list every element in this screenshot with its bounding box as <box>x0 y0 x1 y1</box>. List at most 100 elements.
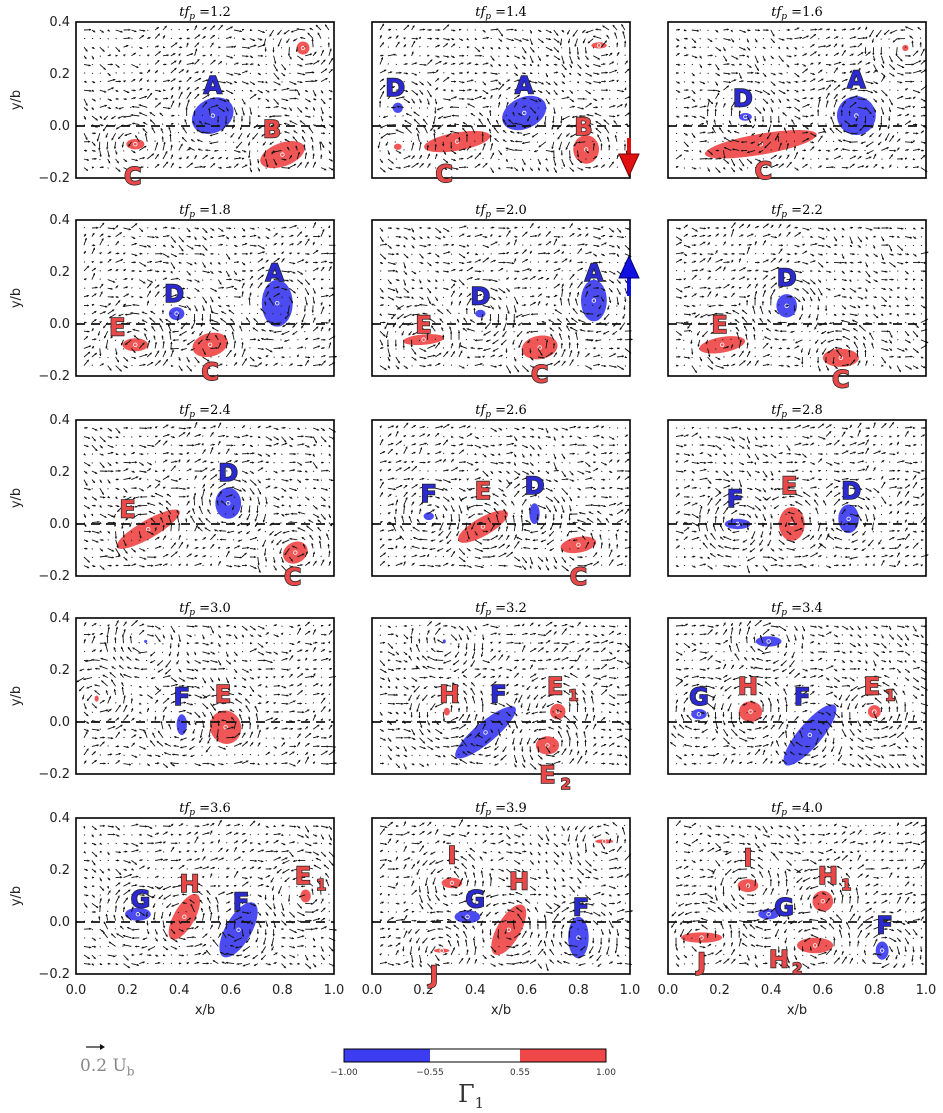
velocity-vector <box>211 327 219 332</box>
velocity-vector <box>862 530 866 536</box>
velocity-vector <box>857 422 862 429</box>
velocity-vector <box>305 80 314 83</box>
velocity-vector <box>842 139 850 143</box>
velocity-vector <box>320 355 326 358</box>
velocity-vector <box>435 55 440 58</box>
velocity-vector <box>889 321 893 324</box>
velocity-vector <box>683 224 688 229</box>
velocity-vector <box>675 545 680 549</box>
velocity-vector <box>506 365 512 374</box>
velocity-vector <box>466 260 472 264</box>
velocity-vector <box>320 89 324 94</box>
velocity-vector <box>746 565 750 574</box>
velocity-vector <box>683 521 688 524</box>
velocity-vector <box>498 354 503 358</box>
velocity-vector <box>825 565 832 569</box>
velocity-vector <box>123 286 129 289</box>
velocity-vector <box>731 285 735 289</box>
velocity-vector <box>453 123 460 126</box>
velocity-vector <box>265 355 269 358</box>
velocity-vector <box>233 244 238 248</box>
velocity-vector <box>434 153 438 160</box>
velocity-vector <box>825 279 828 281</box>
velocity-vector <box>257 338 261 342</box>
velocity-vector <box>419 447 423 454</box>
velocity-vector <box>474 163 481 168</box>
velocity-vector <box>730 228 735 237</box>
velocity-vector <box>802 250 808 255</box>
velocity-vector <box>146 352 152 358</box>
velocity-vector <box>320 346 325 350</box>
velocity-vector <box>888 461 891 463</box>
velocity-vector <box>233 361 238 366</box>
velocity-vector <box>403 24 410 31</box>
velocity-vector <box>162 350 167 358</box>
velocity-vector <box>881 459 885 463</box>
velocity-vector <box>585 470 591 474</box>
velocity-vector <box>881 72 886 78</box>
velocity-vector <box>506 551 514 558</box>
velocity-vector <box>410 509 414 515</box>
velocity-vector <box>553 453 557 460</box>
velocity-vector <box>522 277 528 281</box>
velocity-vector <box>853 335 859 341</box>
velocity-vector <box>131 105 140 108</box>
velocity-vector <box>691 29 700 32</box>
velocity-vector <box>707 435 711 438</box>
velocity-vector <box>849 270 854 273</box>
velocity-vector <box>379 520 383 524</box>
velocity-vector <box>162 535 167 541</box>
velocity-vector <box>146 279 154 283</box>
velocity-vector <box>450 564 455 567</box>
panel-title: tfp =1.2 <box>179 5 231 22</box>
velocity-vector <box>382 115 389 118</box>
velocity-vector <box>458 350 463 358</box>
velocity-vector <box>159 324 164 332</box>
velocity-vector <box>162 358 169 366</box>
velocity-vector <box>403 484 408 489</box>
velocity-vector <box>202 547 206 550</box>
velocity-vector <box>592 140 594 143</box>
velocity-vector <box>718 127 724 134</box>
velocity-vector <box>281 226 287 229</box>
velocity-vector <box>786 547 796 551</box>
velocity-vector <box>770 149 772 151</box>
velocity-vector <box>138 112 148 117</box>
velocity-vector <box>817 365 821 372</box>
velocity-vector <box>257 158 260 164</box>
velocity-vector <box>490 427 497 432</box>
velocity-vector <box>849 461 856 464</box>
velocity-vector <box>762 487 767 493</box>
velocity-vector <box>566 325 570 332</box>
velocity-vector <box>154 79 157 83</box>
velocity-vector <box>585 102 592 108</box>
velocity-vector <box>762 98 769 105</box>
velocity-vector <box>296 28 306 31</box>
velocity-vector <box>881 287 887 291</box>
velocity-vector <box>889 262 896 268</box>
velocity-vector <box>872 548 874 550</box>
velocity-vector <box>443 38 451 41</box>
velocity-vector <box>683 329 692 332</box>
velocity-vector <box>675 347 678 349</box>
velocity-vector <box>624 475 630 480</box>
velocity-vector <box>241 242 248 246</box>
y-axis-label: y/b <box>9 488 24 508</box>
velocity-vector <box>387 253 395 256</box>
velocity-vector <box>218 234 225 238</box>
velocity-vector <box>419 141 422 151</box>
velocity-vector <box>115 258 124 263</box>
velocity-vector <box>897 347 905 352</box>
velocity-vector <box>91 530 100 534</box>
velocity-vector <box>442 43 449 48</box>
velocity-vector <box>490 545 498 549</box>
velocity-vector <box>482 89 489 95</box>
velocity-vector <box>122 252 126 255</box>
velocity-vector <box>502 139 507 143</box>
velocity-vector <box>107 227 116 230</box>
velocity-vector <box>553 267 561 272</box>
velocity-vector <box>616 279 621 284</box>
velocity-vector <box>770 252 776 256</box>
velocity-vector <box>810 88 816 91</box>
velocity-vector <box>553 238 558 246</box>
